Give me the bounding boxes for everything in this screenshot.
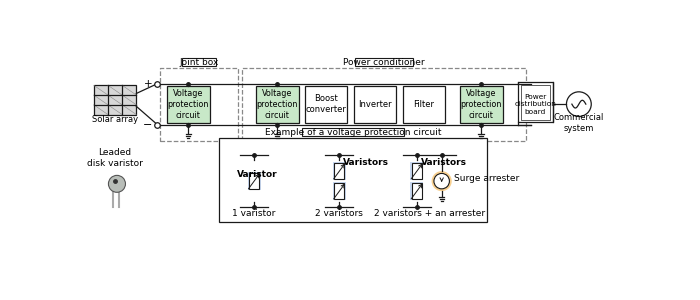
Bar: [241, 68, 526, 142]
Text: 2 varistors + an arrester: 2 varistors + an arrester: [374, 209, 485, 218]
Bar: [167, 86, 210, 123]
Circle shape: [566, 92, 592, 116]
Text: Voltage
protection
circuit: Voltage protection circuit: [167, 88, 209, 120]
Text: Commercial
system: Commercial system: [554, 112, 604, 133]
Text: Filter: Filter: [413, 100, 434, 109]
Bar: [519, 82, 552, 122]
Text: Varistor: Varistor: [237, 170, 278, 179]
Bar: [94, 85, 136, 115]
Bar: [412, 184, 422, 199]
Text: Inverter: Inverter: [358, 100, 392, 109]
Bar: [403, 86, 444, 123]
Text: Power conditioner: Power conditioner: [343, 58, 425, 67]
Circle shape: [432, 171, 452, 191]
Bar: [410, 162, 424, 180]
Bar: [335, 164, 344, 179]
Text: 1 varistor: 1 varistor: [232, 209, 276, 218]
Text: Power
distribution
board: Power distribution board: [514, 94, 556, 115]
Text: +: +: [144, 79, 153, 89]
Text: Joint box: Joint box: [179, 58, 219, 67]
Text: Voltage
protection
circuit: Voltage protection circuit: [257, 88, 298, 120]
Text: 2 varistors: 2 varistors: [316, 209, 363, 218]
Bar: [459, 86, 503, 123]
Text: Varistors: Varistors: [343, 158, 389, 167]
Bar: [219, 138, 486, 222]
Bar: [521, 85, 550, 120]
Text: Solar array: Solar array: [92, 115, 138, 124]
Text: Varistors: Varistors: [421, 158, 467, 167]
Text: Leaded
disk varistor: Leaded disk varistor: [87, 148, 143, 168]
Bar: [160, 68, 238, 142]
Bar: [248, 172, 260, 190]
Bar: [354, 86, 396, 123]
Bar: [332, 182, 346, 200]
Bar: [412, 164, 422, 179]
Circle shape: [108, 176, 125, 192]
Bar: [182, 58, 216, 66]
Text: Example of a voltage protection circuit: Example of a voltage protection circuit: [265, 128, 441, 137]
Bar: [249, 173, 259, 189]
Bar: [335, 184, 344, 199]
Text: Boost
converter: Boost converter: [306, 94, 346, 114]
Text: Voltage
protection
circuit: Voltage protection circuit: [461, 88, 502, 120]
Circle shape: [434, 173, 449, 189]
Bar: [302, 128, 404, 136]
Bar: [332, 162, 346, 180]
Bar: [305, 86, 347, 123]
Bar: [356, 58, 412, 66]
Bar: [256, 86, 299, 123]
Bar: [410, 182, 424, 200]
Text: Surge arrester: Surge arrester: [454, 174, 519, 183]
Text: −: −: [144, 119, 153, 130]
